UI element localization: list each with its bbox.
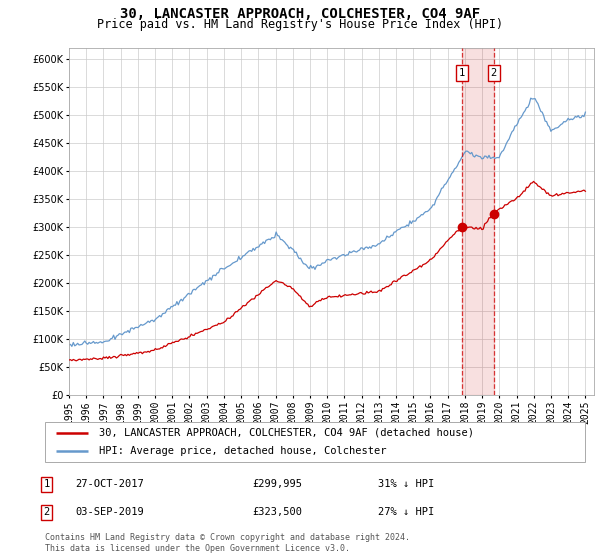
Text: £323,500: £323,500 bbox=[252, 507, 302, 517]
Text: 1: 1 bbox=[459, 68, 465, 78]
FancyBboxPatch shape bbox=[45, 422, 585, 462]
Text: 31% ↓ HPI: 31% ↓ HPI bbox=[378, 479, 434, 489]
Text: 03-SEP-2019: 03-SEP-2019 bbox=[75, 507, 144, 517]
Text: 2: 2 bbox=[491, 68, 497, 78]
Text: 30, LANCASTER APPROACH, COLCHESTER, CO4 9AF (detached house): 30, LANCASTER APPROACH, COLCHESTER, CO4 … bbox=[99, 428, 474, 437]
Text: 27-OCT-2017: 27-OCT-2017 bbox=[75, 479, 144, 489]
Text: 27% ↓ HPI: 27% ↓ HPI bbox=[378, 507, 434, 517]
Text: Contains HM Land Registry data © Crown copyright and database right 2024.
This d: Contains HM Land Registry data © Crown c… bbox=[45, 533, 410, 553]
Text: HPI: Average price, detached house, Colchester: HPI: Average price, detached house, Colc… bbox=[99, 446, 386, 456]
Text: 2: 2 bbox=[44, 507, 50, 517]
Text: 1: 1 bbox=[44, 479, 50, 489]
Text: £299,995: £299,995 bbox=[252, 479, 302, 489]
Text: 30, LANCASTER APPROACH, COLCHESTER, CO4 9AF: 30, LANCASTER APPROACH, COLCHESTER, CO4 … bbox=[120, 7, 480, 21]
Text: Price paid vs. HM Land Registry's House Price Index (HPI): Price paid vs. HM Land Registry's House … bbox=[97, 18, 503, 31]
Bar bbox=[462, 48, 494, 395]
